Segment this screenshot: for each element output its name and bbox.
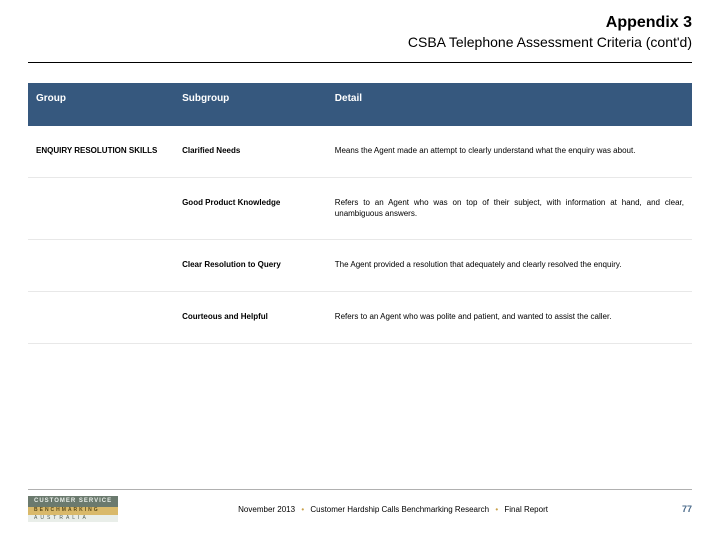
- table-header-row: Group Subgroup Detail: [28, 83, 692, 126]
- footer-text: November 2013 • Customer Hardship Calls …: [118, 505, 668, 514]
- footer-date: November 2013: [238, 505, 295, 514]
- col-header-detail: Detail: [327, 83, 692, 126]
- col-header-group: Group: [28, 83, 174, 126]
- col-header-subgroup: Subgroup: [174, 83, 327, 126]
- table-row: Good Product Knowledge Refers to an Agen…: [28, 177, 692, 240]
- appendix-subtitle: CSBA Telephone Assessment Criteria (cont…: [28, 34, 692, 50]
- cell-subgroup: Courteous and Helpful: [174, 292, 327, 344]
- cell-group: [28, 240, 174, 292]
- table-row: Courteous and Helpful Refers to an Agent…: [28, 292, 692, 344]
- cell-detail: Means the Agent made an attempt to clear…: [327, 126, 692, 177]
- footer-report: Final Report: [504, 505, 548, 514]
- cell-detail: The Agent provided a resolution that ade…: [327, 240, 692, 292]
- cell-detail: Refers to an Agent who was polite and pa…: [327, 292, 692, 344]
- cell-group: [28, 292, 174, 344]
- footer: CUSTOMER SERVICE BENCHMARKING AUSTRALIA …: [28, 489, 692, 522]
- cell-group: ENQUIRY RESOLUTION SKILLS: [28, 126, 174, 177]
- criteria-table: Group Subgroup Detail ENQUIRY RESOLUTION…: [28, 83, 692, 344]
- footer-research: Customer Hardship Calls Benchmarking Res…: [310, 505, 489, 514]
- cell-subgroup: Good Product Knowledge: [174, 177, 327, 240]
- table-row: ENQUIRY RESOLUTION SKILLS Clarified Need…: [28, 126, 692, 177]
- footer-rule: [28, 489, 692, 490]
- logo-line-2: BENCHMARKING: [28, 507, 118, 515]
- cell-subgroup: Clear Resolution to Query: [174, 240, 327, 292]
- table-row: Clear Resolution to Query The Agent prov…: [28, 240, 692, 292]
- cell-subgroup: Clarified Needs: [174, 126, 327, 177]
- cell-group: [28, 177, 174, 240]
- logo-line-1: CUSTOMER SERVICE: [28, 496, 118, 507]
- csba-logo: CUSTOMER SERVICE BENCHMARKING AUSTRALIA: [28, 496, 118, 522]
- logo-line-3: AUSTRALIA: [28, 515, 118, 523]
- separator-icon: •: [491, 505, 502, 514]
- cell-detail: Refers to an Agent who was on top of the…: [327, 177, 692, 240]
- appendix-title: Appendix 3: [28, 14, 692, 32]
- page-number: 77: [668, 504, 692, 514]
- separator-icon: •: [297, 505, 308, 514]
